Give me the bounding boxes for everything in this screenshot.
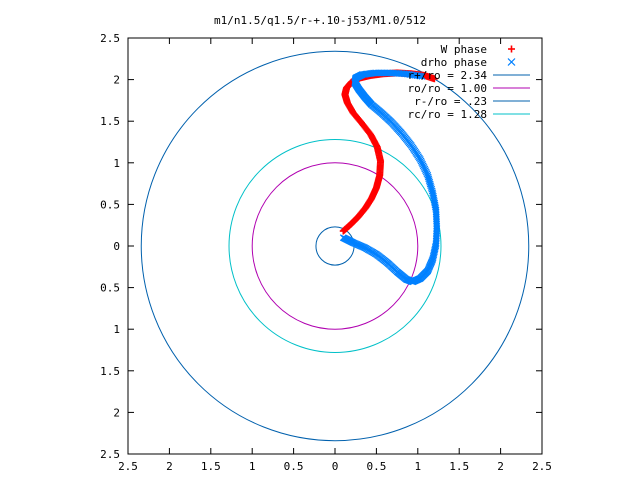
axis-ticks: 2.5 2 1.5 1 0.5 0 0.5 1 1.5 2 2.52.521.510.500.511… — [100, 32, 552, 473]
x-tick-label: 2.5 — [118, 460, 138, 473]
y-tick-label: 1.5 — [100, 115, 120, 128]
x-tick-label: 0 — [332, 460, 339, 473]
legend-label: ro/ro = 1.00 — [408, 82, 487, 95]
x-tick-label: 2 — [497, 460, 504, 473]
legend-label: rc/ro = 1.28 — [408, 108, 487, 121]
x-tick-label: 2.5 — [532, 460, 552, 473]
y-tick-label: 2.5 — [100, 448, 120, 461]
series-1-point — [418, 72, 426, 80]
y-tick-label: 1.5 — [100, 365, 120, 378]
series-circle-4 — [315, 226, 355, 266]
y-tick-label: 2.5 — [100, 32, 120, 45]
x-tick-label: 1 — [414, 460, 421, 473]
y-tick-label: 2 — [113, 74, 120, 87]
x-tick-label: 0.5 — [284, 460, 304, 473]
legend-label: W phase — [441, 43, 487, 56]
y-tick-label: 0.5 — [100, 198, 120, 211]
x-tick-label: 1 — [249, 460, 256, 473]
y-tick-label: 0.5 — [100, 282, 120, 295]
legend-label: drho phase — [421, 56, 487, 69]
series-0-point — [430, 75, 438, 83]
legend-swatch — [507, 58, 516, 66]
legend-label: r+/ro = 2.34 — [408, 69, 488, 82]
y-tick-label: 2 — [113, 406, 120, 419]
data-points — [339, 69, 441, 286]
y-tick-label: 0 — [113, 240, 120, 253]
y-tick-label: 1 — [113, 323, 120, 336]
series-1-point — [416, 72, 424, 80]
x-tick-label: 0.5 — [366, 460, 386, 473]
legend-label: r-/ro = .23 — [414, 95, 487, 108]
x-tick-label: 2 — [166, 460, 173, 473]
x-tick-label: 1.5 — [449, 460, 469, 473]
chart-title: m1/n1.5/q1.5/r-+.10-j53/M1.0/512 — [214, 14, 426, 27]
legend-swatch — [508, 45, 515, 53]
series-circle-3 — [251, 162, 419, 330]
x-tick-label: 1.5 — [201, 460, 221, 473]
reference-circles — [140, 50, 530, 442]
y-tick-label: 1 — [113, 157, 120, 170]
series-circle-5 — [228, 139, 442, 353]
series-circle-2 — [140, 50, 530, 442]
